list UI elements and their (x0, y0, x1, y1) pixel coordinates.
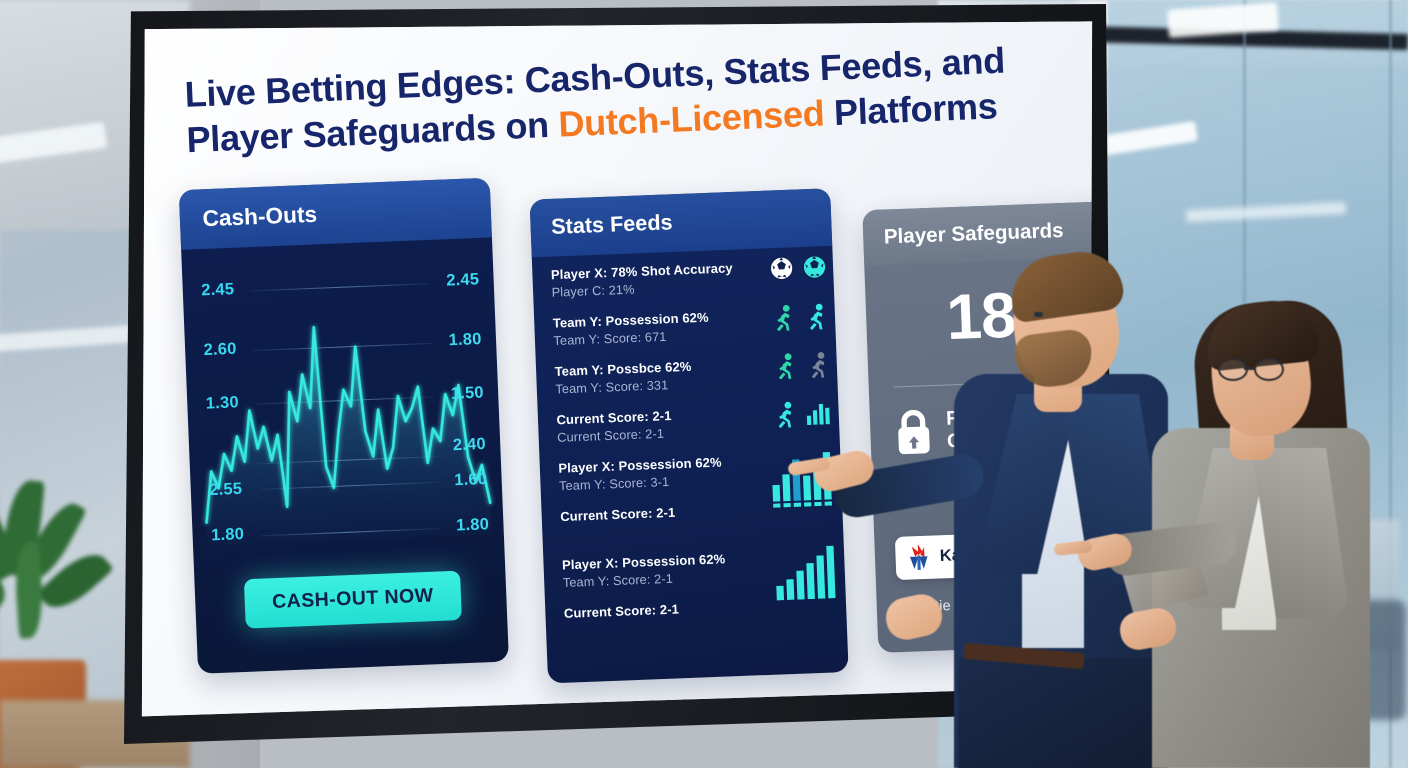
kansspelautoriteit-badge: Kansspelautoriteit (894, 528, 1093, 581)
chart-line-series (205, 325, 492, 546)
runner-green-icon (773, 352, 799, 387)
cashouts-line-chart: 2.45 2.60 1.30 2.55 1.80 2.45 1.80 1.50 … (181, 237, 504, 558)
chart-ytick-right-2: 1.50 (450, 384, 485, 403)
chart-ytick-right-4: 1.60 (453, 470, 488, 490)
chart-ytick-left-2: 1.30 (205, 393, 240, 413)
woman-eyeglasses-icon (1254, 358, 1284, 381)
chart-ytick-left-0: 2.45 (200, 280, 235, 300)
cash-out-now-button[interactable]: CASH-OUT NOW (243, 570, 462, 629)
stats-feed-row: Current Score: 2-1 (564, 595, 833, 640)
runner-green-icon (771, 304, 797, 339)
stats-feed-icons (771, 303, 830, 339)
bar-chart-rising-icon (774, 545, 840, 606)
runner-cyan-icon (772, 401, 798, 436)
stats-feed-row: Player X: Possession 62% Team Y: Score: 3… (558, 450, 832, 508)
man-eye (1034, 312, 1043, 317)
glass-mullion (1389, 0, 1392, 768)
stats-feed-main: Current Score: 2-1 (563, 602, 680, 621)
chart-ytick-left-3: 2.55 (208, 480, 243, 500)
chart-ytick-left-1: 2.60 (203, 340, 237, 360)
soccer-ball-cyan-icon (802, 254, 828, 285)
stats-feed-list: Player X: 78% Shot Accuracy Player C: 21%… (551, 255, 836, 654)
panel-cashouts: Cash-Outs (178, 177, 509, 674)
stats-feed-icons (772, 399, 833, 435)
bar-chart-small-icon (805, 399, 833, 430)
stats-feed-icons (773, 351, 832, 387)
page-title: Live Betting Edges: Cash-Outs, Stats Fee… (184, 37, 1057, 165)
stats-feed-main: Current Score: 2-1 (560, 505, 676, 525)
stats-feed-row: Team Y: Possession 62% Team Y: Score: 671 (553, 303, 823, 350)
soccer-ball-white-icon (769, 256, 795, 287)
woman-eyeglasses-bridge (1244, 367, 1256, 370)
panel-stats-title: Stats Feeds (550, 210, 674, 240)
runner-cyan-icon (804, 303, 830, 338)
people-group (787, 228, 1408, 768)
panel-stats-feeds: Stats Feeds Player X: 78% Shot Accuracy P… (529, 188, 849, 684)
title-line-2-part-b: Platforms (823, 86, 999, 135)
slide-canvas: Live Betting Edges: Cash-Outs, Stats Fee… (141, 21, 1093, 717)
stats-feed-row: Current Score: 2-1 Current Score: 2-1 (556, 401, 830, 447)
stats-feed-row: Team Y: Possbce 62% Team Y: Score: 331 (554, 352, 825, 398)
title-highlight: Dutch-Licensed (557, 94, 826, 146)
kansspelautoriteit-logo-icon (910, 544, 928, 571)
panel-cashouts-title: Cash-Outs (202, 201, 318, 232)
chart-ytick-right-0: 2.45 (445, 270, 480, 290)
chart-ytick-right-1: 1.80 (448, 330, 482, 350)
stats-feed-row: Player X: 78% Shot Accuracy Player C: 21% (551, 255, 827, 302)
stats-feed-icons (774, 545, 840, 606)
man-trousers (958, 658, 1158, 768)
stats-feed-icons (769, 254, 828, 286)
panel-stats-header: Stats Feeds (529, 188, 833, 258)
responsible-gaming-row: Responsible Gaming (892, 403, 1064, 457)
stats-feed-row: Player X: Possession 62% Team Y: Score: 2… (562, 545, 836, 601)
chart-ytick-right-3: 2.40 (452, 435, 487, 455)
panel-player-safeguards: Player Safeguards 18+ Responsible Gaming (862, 200, 1093, 653)
runner-grey-icon (805, 351, 831, 386)
stats-feed-row: Current Score: 2-1 (560, 499, 829, 544)
chart-ytick-right-5: 1.80 (455, 515, 490, 535)
lock-icon (898, 409, 930, 455)
chart-ytick-left-4: 1.80 (210, 525, 245, 545)
